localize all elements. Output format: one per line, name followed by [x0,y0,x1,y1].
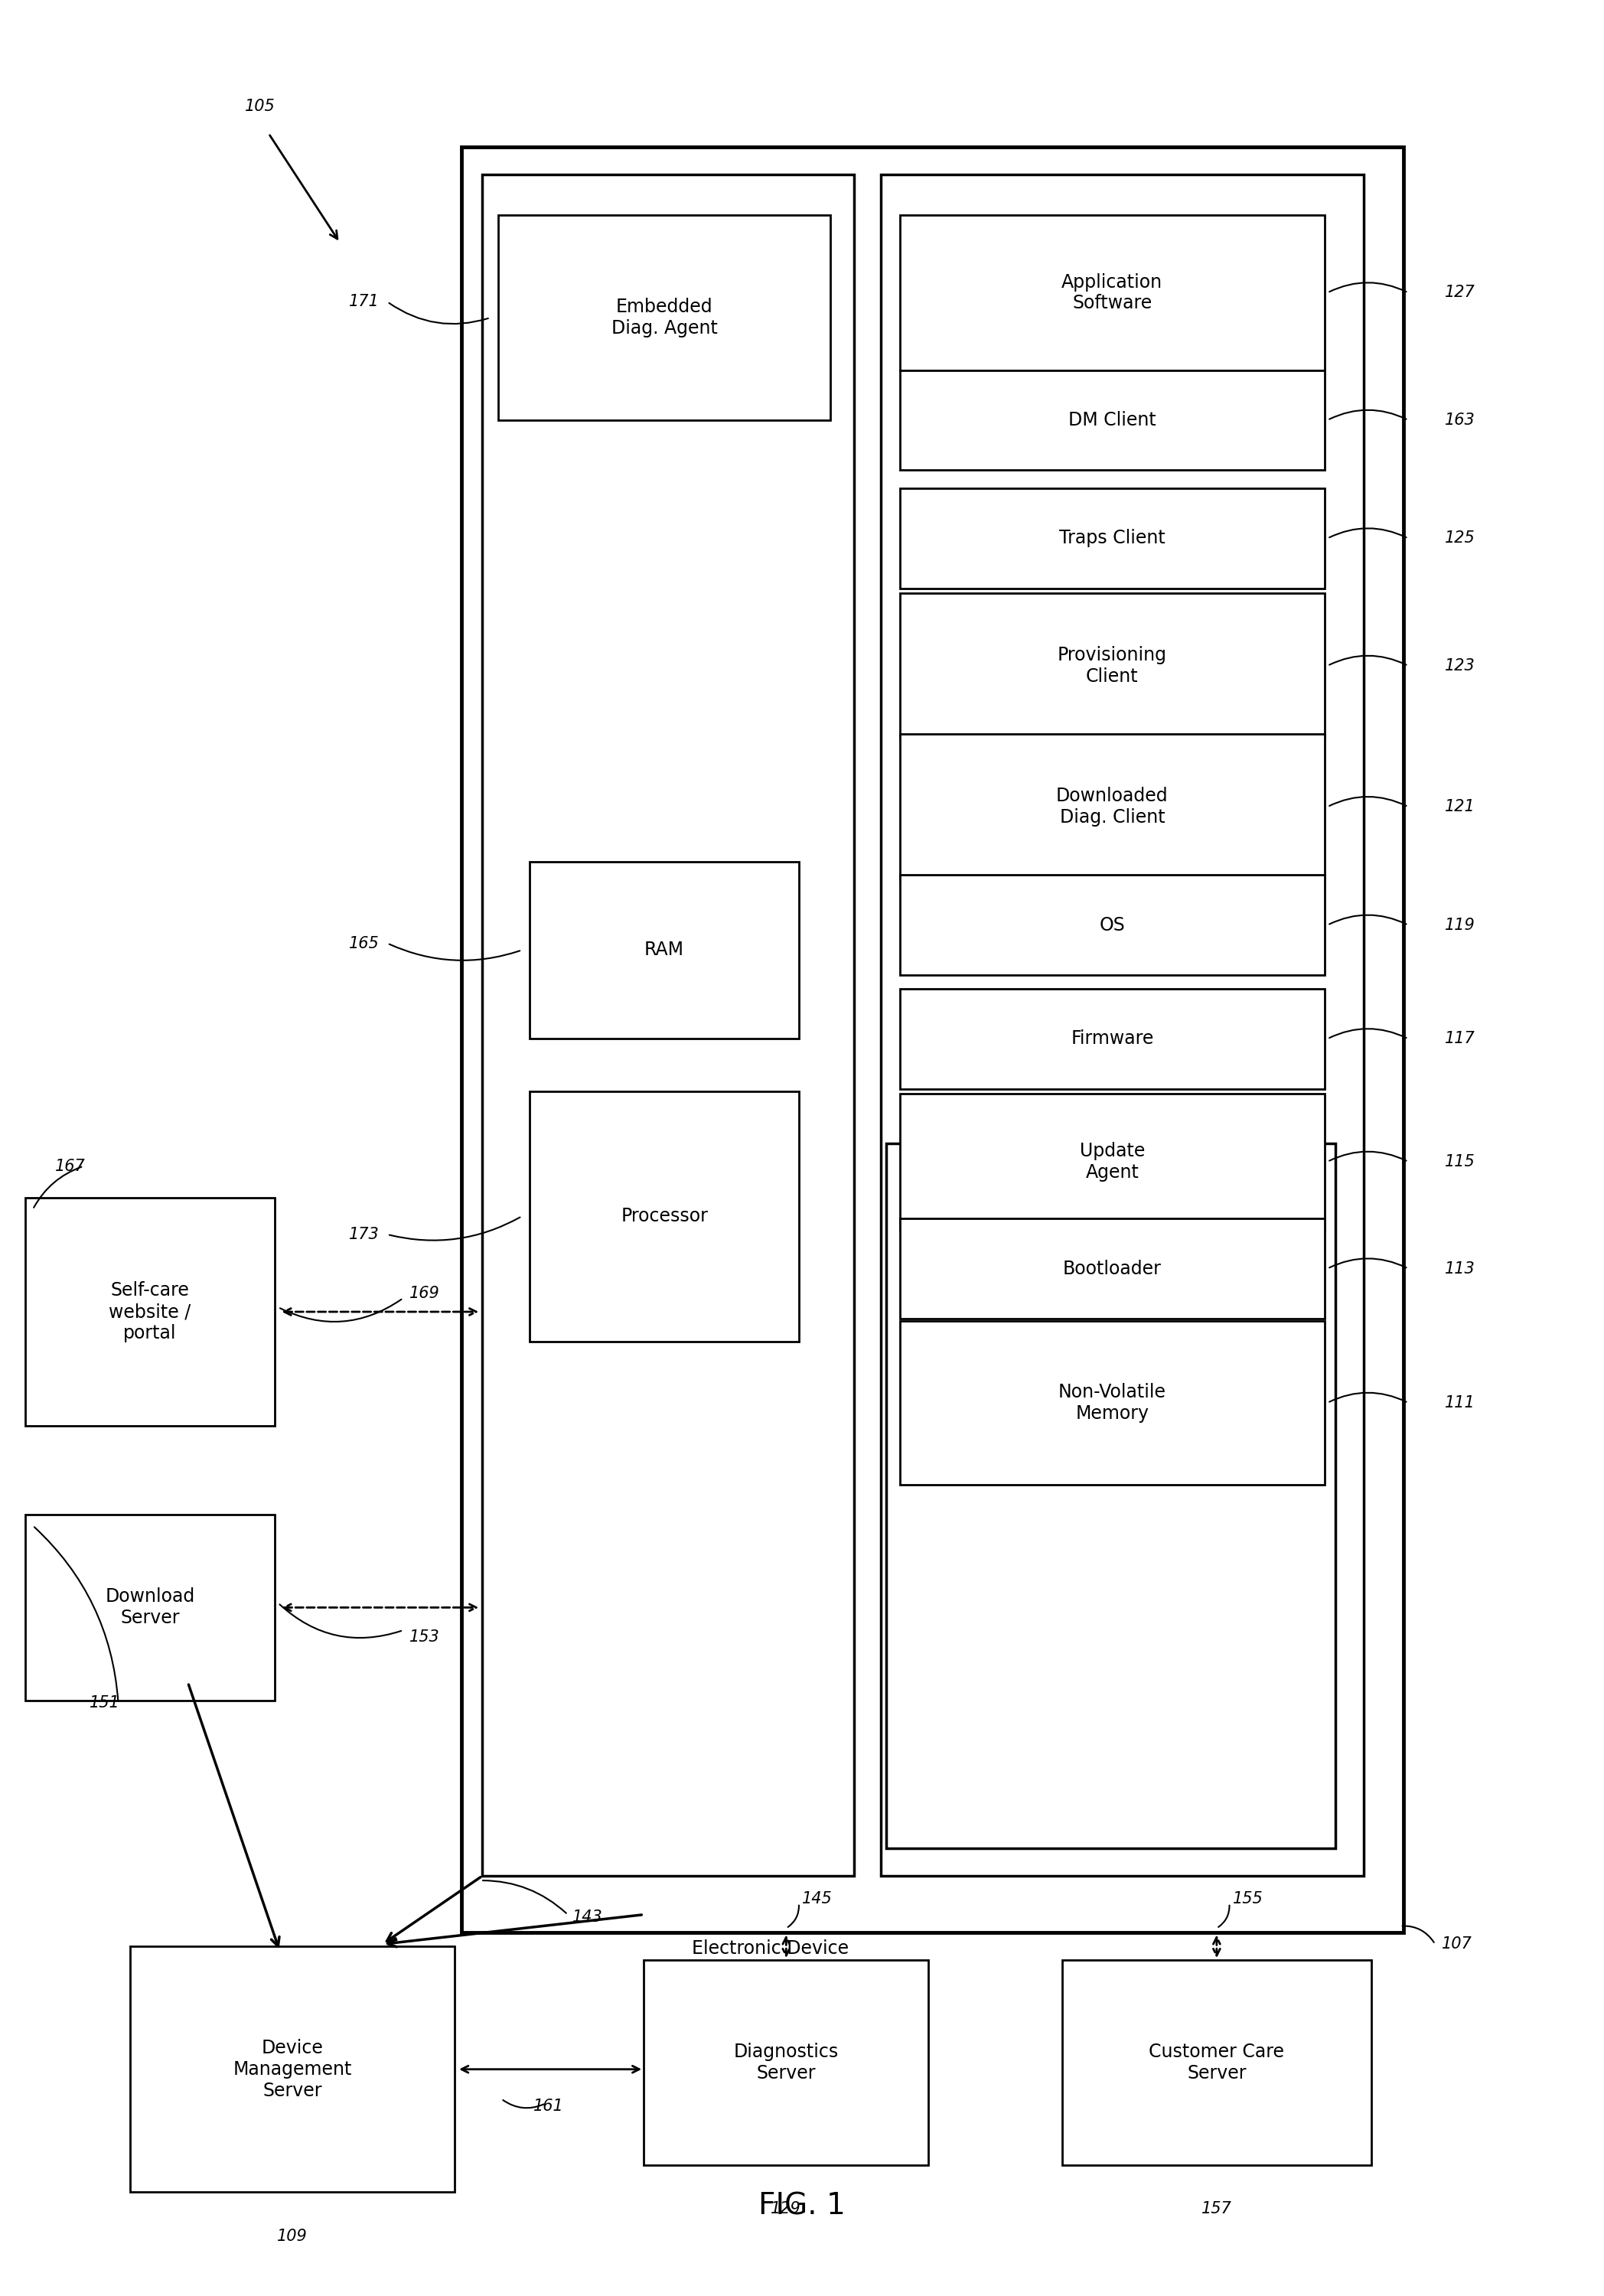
Bar [900,1093,1325,1231]
Text: Firmware: Firmware [1071,1029,1153,1047]
Text: Downloaded
Diag. Client: Downloaded Diag. Client [1055,788,1168,827]
Text: RAM: RAM [645,941,685,960]
Bar [1062,1961,1371,2165]
Text: Non-Volatile
Memory: Non-Volatile Memory [1059,1382,1166,1424]
Bar [900,990,1325,1088]
Text: 143: 143 [573,1910,603,1924]
Text: 129: 129 [772,2202,802,2216]
Bar [130,1947,454,2193]
Text: Update
Agent: Update Agent [1079,1141,1145,1182]
Text: 161: 161 [534,2099,565,2115]
Text: Diagnostics
Server: Diagnostics Server [733,2043,839,2082]
Text: 169: 169 [409,1286,439,1302]
Text: Traps Client: Traps Client [1059,528,1166,546]
Text: 111: 111 [1445,1396,1476,1410]
Bar [529,861,799,1038]
Text: Processor: Processor [621,1208,707,1226]
Bar [900,370,1325,471]
Bar [900,216,1325,370]
Text: 123: 123 [1445,659,1476,673]
Text: Download
Server: Download Server [104,1587,194,1628]
Bar [529,1091,799,1341]
Text: Electronic Device: Electronic Device [691,1940,849,1958]
Text: 107: 107 [1442,1936,1472,1952]
Text: 173: 173 [350,1226,380,1242]
Text: Provisioning
Client: Provisioning Client [1057,645,1168,687]
Text: 109: 109 [277,2229,308,2243]
Text: 125: 125 [1445,530,1476,546]
Text: 105: 105 [245,99,276,115]
Text: 117: 117 [1445,1031,1476,1047]
Bar [483,174,855,1876]
Text: 165: 165 [350,937,380,951]
Bar [462,147,1403,1933]
Text: Bootloader: Bootloader [1063,1261,1161,1279]
Text: 155: 155 [1232,1892,1262,1906]
Bar [26,1515,274,1701]
Bar [900,875,1325,976]
Text: Application
Software: Application Software [1062,273,1163,312]
Text: 127: 127 [1445,285,1476,301]
Text: 145: 145 [802,1892,832,1906]
Text: 171: 171 [350,294,380,310]
Bar [900,489,1325,588]
Bar [26,1199,274,1426]
Text: Customer Care
Server: Customer Care Server [1148,2043,1285,2082]
Bar [885,1143,1336,1848]
Bar [900,1320,1325,1486]
Text: 119: 119 [1445,918,1476,932]
Text: 153: 153 [409,1630,439,1644]
Bar [900,735,1325,879]
Text: 151: 151 [90,1694,120,1711]
Text: 163: 163 [1445,413,1476,427]
Text: Self-care
website /
portal: Self-care website / portal [109,1281,191,1343]
Text: 113: 113 [1445,1261,1476,1277]
Bar [499,216,831,420]
Text: 157: 157 [1201,2202,1232,2216]
Text: Embedded
Diag. Agent: Embedded Diag. Agent [611,298,717,338]
Text: Device
Management
Server: Device Management Server [233,2039,351,2101]
Text: FIG. 1: FIG. 1 [759,2190,845,2220]
Bar [900,1219,1325,1318]
Text: OS: OS [1099,916,1124,934]
Text: 167: 167 [55,1159,85,1173]
Text: 121: 121 [1445,799,1476,815]
Text: DM Client: DM Client [1068,411,1156,429]
Text: 115: 115 [1445,1155,1476,1169]
Bar [643,1961,929,2165]
Bar [900,592,1325,739]
Bar [881,174,1363,1876]
